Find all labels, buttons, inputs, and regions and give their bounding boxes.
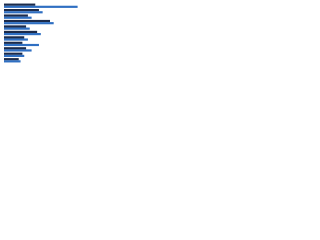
bar [4, 19, 50, 23]
bar [4, 14, 28, 17]
bar [4, 9, 39, 12]
bar [4, 27, 30, 30]
bar [4, 58, 19, 61]
bar [4, 52, 23, 55]
bar [4, 22, 54, 25]
bar [4, 54, 25, 57]
bar [4, 33, 41, 36]
bar [4, 11, 43, 14]
bar [4, 5, 78, 8]
chart [0, 0, 100, 71]
page: (() => { const data = JSON.parse(documen… [0, 0, 320, 71]
bar [4, 49, 32, 52]
bar [4, 30, 38, 33]
bar [4, 25, 27, 28]
bar [4, 36, 25, 39]
bar [4, 38, 28, 41]
bar [4, 3, 36, 6]
bar [4, 60, 21, 63]
bar [4, 47, 27, 50]
bar [4, 16, 32, 19]
bar [4, 41, 23, 44]
bar [4, 43, 39, 47]
